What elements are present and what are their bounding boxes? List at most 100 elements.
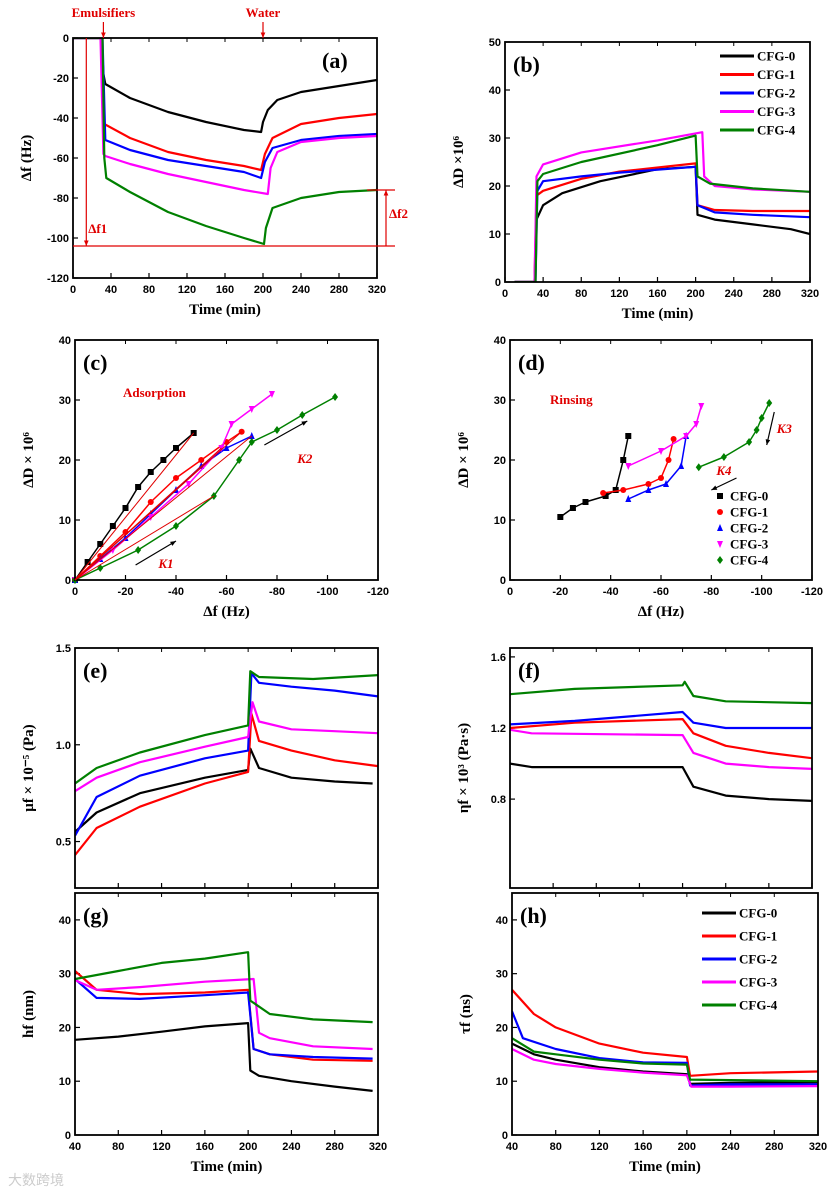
k1-arrow bbox=[135, 540, 177, 566]
legend-item: CFG-3 bbox=[702, 975, 778, 990]
x-tick-label: -100 bbox=[751, 586, 773, 598]
legend-item: CFG-0 bbox=[720, 49, 795, 64]
series-line-cfg-4 bbox=[510, 680, 812, 705]
data-point-cfg-3 bbox=[693, 421, 700, 428]
x-tick-label: 200 bbox=[254, 284, 272, 296]
series-line-cfg-2 bbox=[510, 710, 812, 730]
x-tick-label: 40 bbox=[69, 1141, 81, 1153]
y-tick-label: 0 bbox=[65, 1130, 71, 1142]
legend-item: CFG-3 bbox=[717, 537, 769, 552]
plot-frame bbox=[509, 339, 813, 581]
data-point-cfg-4 bbox=[236, 456, 243, 464]
data-point-cfg-0 bbox=[160, 457, 167, 463]
y-tick-label: 0 bbox=[502, 1130, 508, 1142]
y-tick-label: 10 bbox=[496, 1076, 508, 1088]
series-line-cfg-1 bbox=[510, 717, 812, 760]
data-point-cfg-0 bbox=[173, 445, 179, 451]
y-tick-label: 0 bbox=[500, 575, 506, 587]
y-tick-label: 40 bbox=[59, 335, 71, 347]
series-line-cfg-0 bbox=[510, 762, 812, 802]
data-point-cfg-3 bbox=[658, 448, 664, 455]
panel-label: (c) bbox=[83, 350, 107, 375]
data-point-cfg-2 bbox=[678, 462, 685, 469]
legend-label: CFG-1 bbox=[757, 67, 795, 82]
plot-frame bbox=[72, 37, 378, 279]
data-point-cfg-3 bbox=[147, 514, 154, 521]
x-tick-label: 80 bbox=[112, 1141, 124, 1153]
y-axis-label: τf (ns) bbox=[458, 994, 474, 1034]
k1-arrow-head bbox=[170, 541, 176, 546]
legend-label: CFG-0 bbox=[730, 489, 768, 504]
data-point-cfg-1 bbox=[665, 457, 672, 463]
data-point-cfg-2 bbox=[645, 486, 652, 493]
legend-label: CFG-0 bbox=[739, 906, 777, 921]
x-tick-label: 0 bbox=[502, 288, 508, 300]
y-tick-label: 10 bbox=[489, 229, 501, 241]
legend-item: CFG-4 bbox=[717, 553, 769, 568]
legend-label: CFG-2 bbox=[757, 86, 795, 101]
legend-marker bbox=[717, 541, 723, 548]
y-tick-label: 20 bbox=[494, 455, 506, 467]
x-tick-label: 200 bbox=[239, 1141, 257, 1153]
series-line-cfg-1 bbox=[512, 989, 818, 1077]
data-point-cfg-0 bbox=[147, 469, 154, 475]
y-tick-label: 10 bbox=[59, 515, 71, 527]
y-tick-label: 1.2 bbox=[491, 723, 506, 735]
x-tick-label: 320 bbox=[801, 288, 819, 300]
y-axis-label: μf × 10⁻⁵ (Pa) bbox=[21, 724, 37, 811]
panel-label: (f) bbox=[518, 658, 540, 683]
data-point-cfg-0 bbox=[569, 505, 576, 511]
x-tick-label: -60 bbox=[219, 586, 235, 598]
legend-item: CFG-2 bbox=[717, 521, 768, 536]
rinsing-label: Rinsing bbox=[550, 392, 593, 407]
series-line-cfg-4 bbox=[514, 134, 810, 282]
legend-label: CFG-3 bbox=[757, 104, 796, 119]
x-tick-label: 120 bbox=[152, 1141, 170, 1153]
delta-f1-arrow-head bbox=[83, 240, 89, 246]
series-line-cfg-0 bbox=[75, 747, 373, 833]
series-line-cfg-3 bbox=[75, 701, 378, 793]
data-point-cfg-3 bbox=[109, 547, 116, 554]
x-tick-label: 280 bbox=[326, 1141, 344, 1153]
series-line-cfg-1 bbox=[602, 438, 675, 494]
legend-item: CFG-4 bbox=[720, 123, 796, 138]
y-tick-label: 1.0 bbox=[56, 740, 71, 752]
data-point-cfg-1 bbox=[658, 475, 664, 481]
panel-b: 0 40 80 120 160 200 240 280 320 0 10 20 30 40 50 Time (… bbox=[451, 37, 819, 322]
legend-label: CFG-4 bbox=[739, 998, 778, 1013]
x-tick-label: -40 bbox=[168, 586, 184, 598]
y-tick-label: -120 bbox=[47, 273, 69, 285]
legend-item: CFG-2 bbox=[720, 86, 795, 101]
series-line-cfg-0 bbox=[559, 435, 630, 518]
data-point-cfg-1 bbox=[198, 457, 205, 463]
series-line-cfg-3 bbox=[75, 977, 373, 1051]
panel-a: 0 40 80 120 160 200 240 280 320 0 -20 -40 -60 -80 -100… bbox=[19, 5, 408, 318]
y-tick-label: 40 bbox=[59, 915, 71, 927]
x-axis-label: Time (min) bbox=[189, 302, 261, 318]
y-tick-label: 30 bbox=[494, 395, 506, 407]
y-tick-label: -40 bbox=[53, 113, 69, 125]
data-point-cfg-1 bbox=[147, 499, 154, 505]
data-point-cfg-2 bbox=[625, 495, 632, 502]
x-axis-label: Time (min) bbox=[629, 1159, 701, 1175]
legend-marker bbox=[717, 524, 723, 531]
y-tick-label: 1.5 bbox=[56, 643, 71, 655]
data-point-cfg-4 bbox=[274, 426, 280, 434]
series-line-cfg-4 bbox=[75, 951, 373, 1024]
watermark: 大数跨境 bbox=[8, 1173, 64, 1189]
x-tick-label: 160 bbox=[648, 288, 666, 300]
data-point-cfg-1 bbox=[620, 487, 627, 493]
x-tick-label: 320 bbox=[369, 1141, 387, 1153]
x-tick-label: -80 bbox=[703, 586, 719, 598]
x-tick-label: 120 bbox=[590, 1141, 608, 1153]
plot-frame bbox=[74, 647, 379, 889]
delta-f2-arrow-head bbox=[383, 190, 389, 196]
y-tick-label: 30 bbox=[59, 395, 71, 407]
data-point-cfg-4 bbox=[173, 522, 179, 530]
y-tick-label: 40 bbox=[489, 85, 501, 97]
data-point-cfg-1 bbox=[600, 490, 607, 496]
y-tick-label: 30 bbox=[489, 133, 501, 145]
k3-label: K3 bbox=[776, 421, 793, 436]
series-line-cfg-0 bbox=[514, 165, 810, 282]
x-tick-label: 280 bbox=[765, 1141, 783, 1153]
